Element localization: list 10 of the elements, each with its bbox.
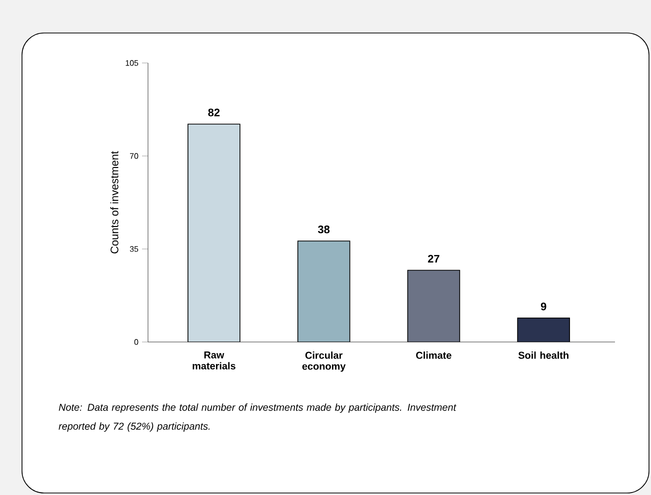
data-label: 82 [208, 108, 220, 116]
x-tick-label: Circular economy [302, 352, 346, 372]
data-label: 9 [540, 302, 546, 310]
data-label: 38 [318, 226, 330, 234]
x-tick-label: Soil health [518, 352, 568, 359]
text: Note: Data represents the total number of investments made by participants. Investment reported by 72 (52%) participants. [58, 404, 456, 432]
y-axis-title: Counts of investment [110, 151, 118, 254]
x-tick-label: Raw materials [192, 352, 236, 370]
data-label: 27 [428, 254, 440, 263]
x-tick-label: Climate [416, 352, 452, 359]
